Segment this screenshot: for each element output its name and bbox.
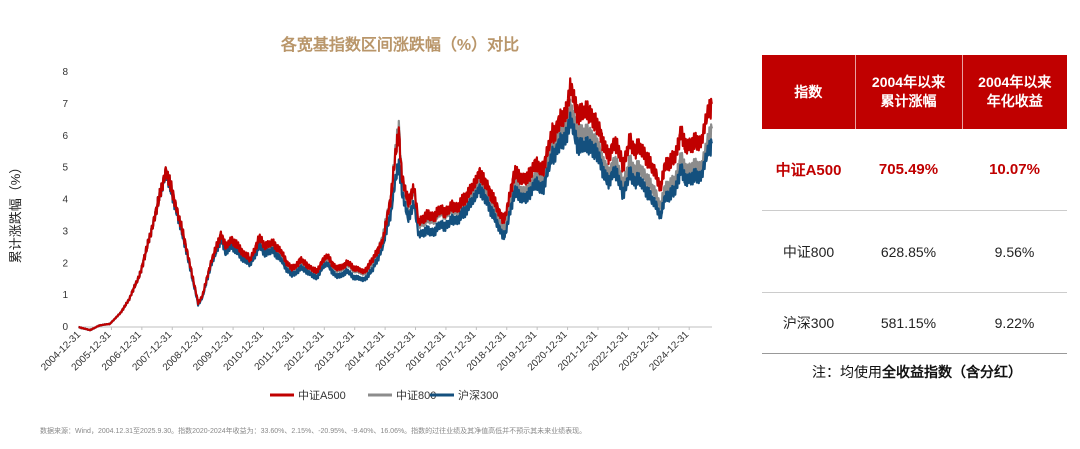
index-name: 中证A500 [762,129,855,211]
footnote: 注：均使用全收益指数（含分红） [812,362,1022,382]
y-tick-label: 2 [62,258,68,269]
series-line [77,98,714,332]
y-tick-label: 5 [62,163,68,174]
series-lines [77,77,714,332]
annualized-return: 9.22% [962,292,1067,354]
y-tick-label: 4 [62,195,68,206]
header-cumulative: 2004年以来 累计涨幅 [854,55,962,129]
y-tick-label: 3 [62,226,68,237]
y-tick-label: 8 [62,67,68,78]
annualized-return: 9.56% [962,210,1067,293]
table-row: 中证800 628.85% 9.56% [762,210,1067,293]
header-index: 指数 [762,55,855,129]
index-name: 中证800 [762,210,855,293]
chart-area: 各宽基指数区间涨跌幅（%）对比 累计涨跌幅（%） 0 1 2 3 4 5 6 7 8 2004-… [8,35,714,435]
chart-title: 各宽基指数区间涨跌幅（%）对比 [280,35,519,54]
legend-label: 中证800 [396,389,436,402]
footnote-prefix: 注：均使用 [812,364,882,380]
header-annualized-line1: 2004年以来 [978,74,1052,90]
header-annualized: 2004年以来 年化收益 [961,55,1067,129]
table-header-row: 指数 2004年以来 累计涨幅 2004年以来 年化收益 [762,55,1067,129]
y-tick-label: 7 [62,99,68,110]
annualized-return: 10.07% [962,129,1067,211]
table-row: 中证A500 705.49% 10.07% [762,129,1067,211]
header-cumulative-line2: 累计涨幅 [880,93,937,109]
series-line [77,77,714,332]
header-annualized-line2: 年化收益 [986,93,1043,109]
table-row: 沪深300 581.15% 9.22% [762,292,1067,354]
comparison-table: 指数 2004年以来 累计涨幅 2004年以来 年化收益 中证A500 705.49… [762,55,1067,354]
footnote-bold: 全收益指数（含分红） [882,364,1022,380]
header-cumulative-line1: 2004年以来 [871,74,946,90]
y-tick-label: 0 [62,322,68,333]
y-tick-label: 1 [62,290,68,301]
source-note: 数据来源：Wind，2004.12.31至2025.9.30。指数2020-20… [40,426,586,435]
index-name: 沪深300 [762,292,855,354]
legend-label: 沪深300 [458,388,498,402]
y-axis-label: 累计涨跌幅（%） [8,161,23,264]
x-axis: 2004-12-312005-12-312006-12-312007-12-31… [39,327,692,373]
y-tick-label: 6 [62,131,68,142]
legend-label: 中证A500 [298,389,346,402]
legend: 中证A500 中证800 沪深300 [270,388,498,402]
cumulative-return: 581.15% [855,292,962,354]
cumulative-return: 705.49% [855,129,962,211]
cumulative-return: 628.85% [855,210,962,293]
y-axis: 0 1 2 3 4 5 6 7 8 [62,67,68,333]
